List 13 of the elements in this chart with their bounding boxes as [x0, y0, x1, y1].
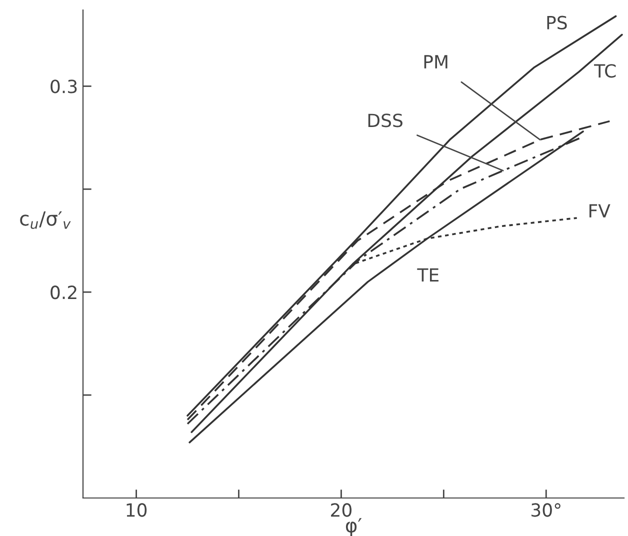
- x-tick-label: 10: [126, 503, 147, 517]
- y-axis-title: c$_{u}$/σ′$_{v}$: [20, 211, 71, 229]
- annotation: FV: [589, 204, 610, 218]
- annotation: DSS: [368, 114, 402, 128]
- y-tick-label: 0.3: [50, 80, 77, 94]
- x-axis-title: φ′: [346, 518, 362, 536]
- annotation: TE: [417, 268, 438, 282]
- annotation: PS: [547, 16, 567, 30]
- y-tick-label: 0.2: [50, 286, 76, 300]
- x-tick-label: 20: [331, 503, 352, 517]
- x-tick-label: 30°: [532, 503, 560, 517]
- annotation: TC: [594, 64, 616, 78]
- annotation: PM: [424, 55, 448, 68]
